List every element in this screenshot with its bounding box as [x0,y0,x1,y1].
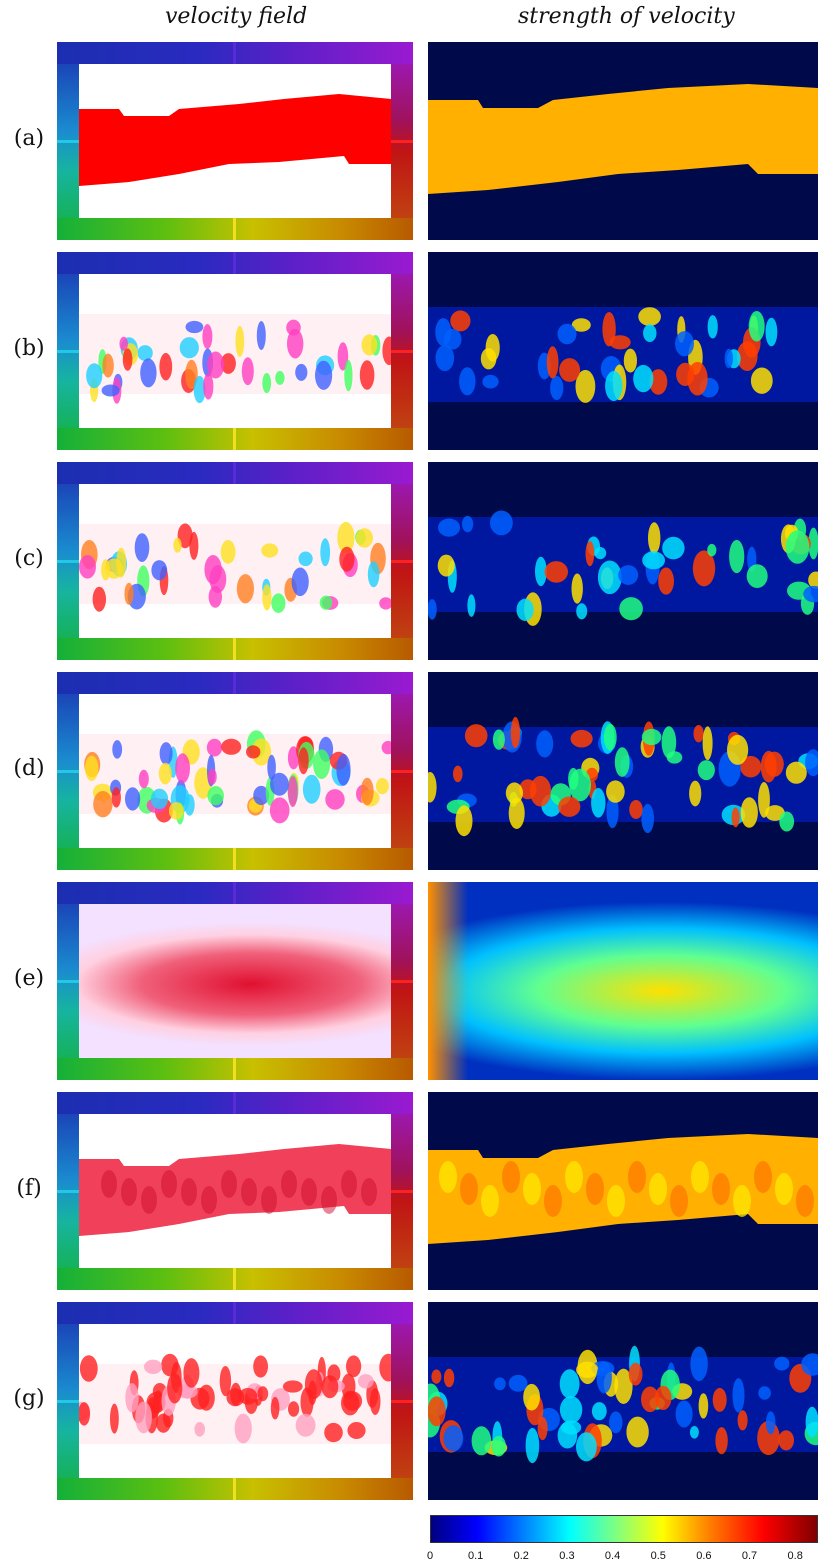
strength-of-velocity-panel [428,882,818,1080]
row-label: (a) [13,126,45,151]
colorbar-tick-label: 0.2 [513,1550,529,1562]
velocity-field-panel [57,882,413,1080]
row-label: (g) [13,1386,45,1411]
row-label: (c) [14,546,44,571]
colorbar-tick-label: 0.1 [467,1550,484,1562]
strength-of-velocity-panel [428,1302,818,1500]
strength-of-velocity-panel [428,1092,818,1290]
velocity-field-panel [57,252,413,450]
velocity-field-panel [57,1092,413,1290]
colorbar-tick-label: 0.4 [604,1550,621,1562]
velocity-field-panel [57,1302,413,1500]
velocity-field-panel [57,42,413,240]
colorbar-tick-label: 0.7 [741,1550,758,1562]
row-label: (e) [13,966,45,991]
colorbar-tick-label: 0 [426,1550,434,1562]
column-title-velocity-field: velocity field [165,4,308,29]
colorbar-tick-label: 0.6 [696,1550,712,1562]
column-title-strength-of-velocity: strength of velocity [518,4,735,29]
strength-of-velocity-panel [428,252,818,450]
strength-of-velocity-panel [428,462,818,660]
strength-of-velocity-panel [428,42,818,240]
velocity-field-panel [57,672,413,870]
colorbar-tick-label: 0.5 [650,1550,666,1562]
strength-of-velocity-panel [428,672,818,870]
row-label: (d) [13,756,45,781]
row-label: (f) [16,1176,42,1201]
velocity-field-panel [57,462,413,660]
colorbar [430,1515,818,1543]
colorbar-tick-label: 0.3 [559,1550,575,1562]
row-label: (b) [13,336,45,361]
colorbar-tick-label: 0.8 [787,1550,803,1562]
